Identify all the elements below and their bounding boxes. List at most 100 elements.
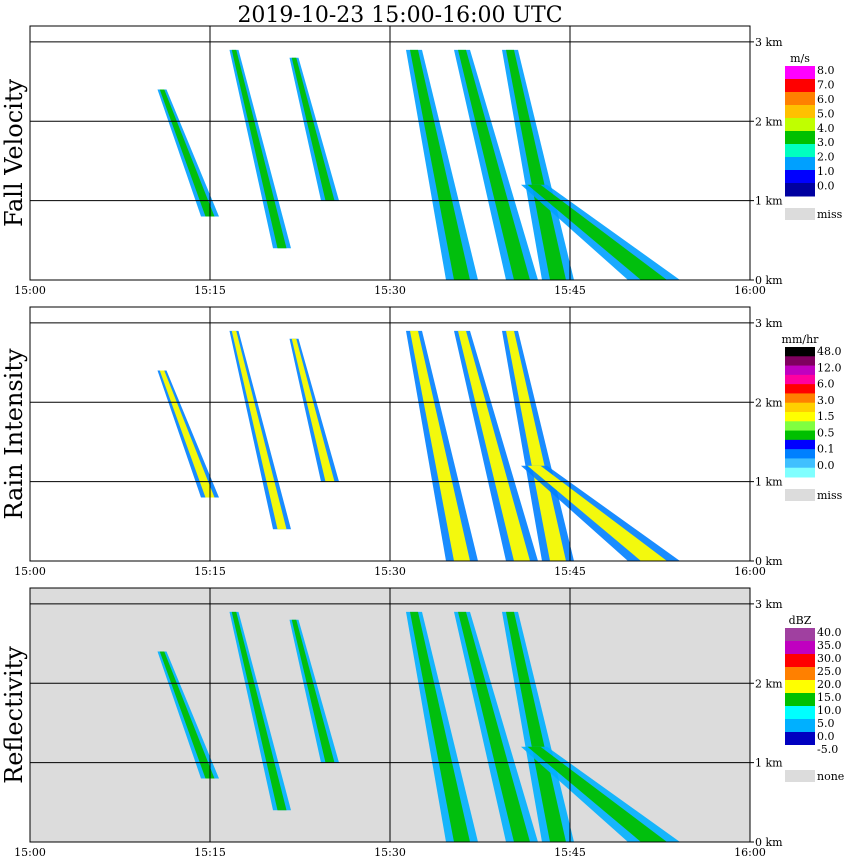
legend-swatch xyxy=(785,118,815,132)
legend-swatch xyxy=(785,719,815,733)
feature-precip-tail-core xyxy=(527,184,667,280)
feature-fallstreak-2-core xyxy=(231,330,287,530)
legend-label: 3.0 xyxy=(817,136,835,149)
legend-unit: m/s xyxy=(790,52,810,65)
plot-frame xyxy=(29,306,751,562)
y-tick-label: 1 km xyxy=(755,757,783,770)
x-tick-label: 16:00 xyxy=(734,284,766,297)
legend-swatch xyxy=(785,467,815,478)
x-tick-label: 16:00 xyxy=(734,565,766,578)
legend-swatch xyxy=(785,458,815,469)
feature-fallstreak-2-core xyxy=(231,611,287,811)
legend-label: 5.0 xyxy=(817,717,835,730)
legend-label: 8.0 xyxy=(817,64,835,77)
legend-missing-swatch xyxy=(785,770,815,782)
legend-swatch xyxy=(785,641,815,655)
legend-label: 15.0 xyxy=(817,691,842,704)
legend-swatch xyxy=(785,628,815,642)
feature-precip-core-3-core xyxy=(506,49,566,280)
legend-swatch xyxy=(785,144,815,158)
x-tick-label: 15:30 xyxy=(374,565,406,578)
panel-label: Reflectivity xyxy=(0,646,28,784)
feature-precip-core-2-core xyxy=(458,611,530,842)
panel-label: Rain Intensity xyxy=(0,348,28,520)
y-tick-label: 3 km xyxy=(755,598,783,611)
legend-missing-label: miss xyxy=(817,208,843,221)
x-tick-label: 15:15 xyxy=(194,565,226,578)
legend-label: 4.0 xyxy=(817,122,835,135)
legend-swatch xyxy=(785,449,815,459)
legend-missing-swatch xyxy=(785,489,815,501)
legend-swatch xyxy=(785,430,815,441)
legend-label: 20.0 xyxy=(817,678,842,691)
legend: m/s 8.07.0 6.05.0 4.03.0 2.01.0 0.0 miss xyxy=(785,52,843,221)
legend-label: 0.5 xyxy=(817,426,835,439)
x-tick-label: 15:45 xyxy=(554,284,586,297)
panel-label: Fall Velocity xyxy=(0,79,28,228)
legend-swatch xyxy=(785,732,815,746)
legend-swatch xyxy=(785,374,815,385)
legend-label: 3.0 xyxy=(817,394,835,407)
legend-swatch xyxy=(785,356,815,367)
legend-label: 7.0 xyxy=(817,78,835,91)
feature-precip-core-3-core xyxy=(506,611,566,842)
plot-frame xyxy=(29,587,751,843)
x-tick-label: 15:00 xyxy=(14,284,46,297)
legend-label: 6.0 xyxy=(817,93,835,106)
feature-precip-core-3-core xyxy=(506,330,566,561)
y-tick-label: 2 km xyxy=(755,396,783,409)
y-tick-label: 2 km xyxy=(755,677,783,690)
legend-label: 30.0 xyxy=(817,652,842,665)
legend-label: 0.1 xyxy=(817,443,835,456)
feature-precip-tail-core xyxy=(527,465,667,561)
plot-frame xyxy=(29,25,751,281)
legend-swatch xyxy=(785,131,815,145)
legend-label: 5.0 xyxy=(817,107,835,120)
legend-swatch xyxy=(785,402,815,413)
panels-group: 15:00 15:15 15:30 15:45 16:000 km1 km2 km3 k… xyxy=(0,25,844,859)
y-tick-label: 1 km xyxy=(755,476,783,489)
legend-swatch xyxy=(785,105,815,119)
legend-swatch xyxy=(785,412,815,422)
x-tick-label: 15:45 xyxy=(554,846,586,859)
legend-label: 40.0 xyxy=(817,626,842,639)
legend-swatch xyxy=(785,667,815,681)
y-tick-label: 2 km xyxy=(755,115,783,128)
legend-swatch xyxy=(785,745,815,759)
x-tick-label: 15:30 xyxy=(374,846,406,859)
legend-swatch xyxy=(785,92,815,106)
legend-swatch xyxy=(785,706,815,720)
x-tick-label: 16:00 xyxy=(734,846,766,859)
legend-missing-label: miss xyxy=(817,489,843,502)
legend-swatch xyxy=(785,393,815,404)
legend-label: 0.0 xyxy=(817,180,835,193)
legend-swatch xyxy=(785,384,815,394)
y-tick-label: 3 km xyxy=(755,317,783,330)
legend-label: 12.0 xyxy=(817,361,842,374)
feature-precip-core-2-core xyxy=(458,330,530,561)
feature-precip-core-1-core xyxy=(410,49,470,280)
legend-swatch xyxy=(785,79,815,93)
feature-precip-core-1-core xyxy=(410,611,470,842)
legend-swatch xyxy=(785,654,815,668)
y-tick-label: 0 km xyxy=(755,555,783,568)
feature-fallstreak-3-core xyxy=(291,338,335,482)
legend-unit: dBZ xyxy=(789,614,812,627)
legend-swatch xyxy=(785,693,815,707)
legend-swatch xyxy=(785,157,815,171)
x-tick-label: 15:00 xyxy=(14,565,46,578)
legend-swatch xyxy=(785,183,815,197)
legend-label: 1.0 xyxy=(817,165,835,178)
legend-swatch xyxy=(785,421,815,432)
legend-unit: mm/hr xyxy=(782,333,820,346)
legend-swatch xyxy=(785,170,815,184)
feature-precip-core-1-core xyxy=(410,330,470,561)
y-tick-label: 3 km xyxy=(755,36,783,49)
legend-label: 1.5 xyxy=(817,410,835,423)
legend-label: 25.0 xyxy=(817,665,842,678)
feature-precip-core-2-core xyxy=(458,49,530,280)
x-tick-label: 15:15 xyxy=(194,284,226,297)
legend-label: 48.0 xyxy=(817,345,842,358)
